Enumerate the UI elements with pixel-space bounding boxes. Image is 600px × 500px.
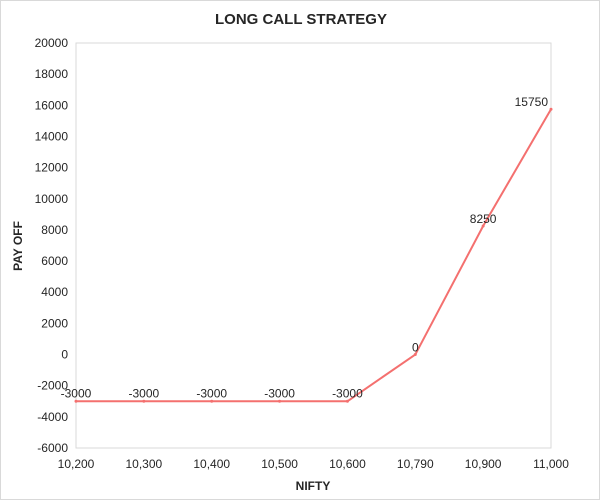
x-tick-label: 11,000	[533, 457, 569, 471]
data-point	[142, 399, 146, 403]
y-tick-label: 12000	[35, 161, 69, 175]
y-tick-label: -4000	[37, 410, 68, 424]
data-point	[481, 224, 485, 228]
data-label: -3000	[61, 386, 92, 400]
y-tick-label: -6000	[37, 441, 68, 455]
data-label: -3000	[129, 386, 160, 400]
data-point	[345, 399, 349, 403]
series-line	[76, 108, 552, 403]
y-tick-label: 2000	[41, 316, 68, 330]
y-axis: -6000 -4000 -2000 0 2000 4000 6000 8000 10000 120…	[35, 36, 69, 455]
x-axis: 10,200 10,300 10,400 10,500 10,600 10,790 10,9…	[58, 457, 570, 471]
y-tick-label: 10000	[35, 192, 69, 206]
x-axis-title: NIFTY	[296, 479, 331, 493]
data-label: 8250	[470, 212, 497, 226]
y-axis-title: PAY OFF	[11, 221, 25, 271]
data-point	[210, 399, 214, 403]
y-tick-label: 6000	[41, 254, 68, 268]
data-point	[413, 353, 417, 357]
data-point	[74, 399, 78, 403]
data-label: 0	[412, 341, 419, 355]
data-point	[278, 399, 282, 403]
data-label: -3000	[332, 386, 363, 400]
y-tick-label: 18000	[35, 67, 69, 81]
data-label: -3000	[264, 386, 295, 400]
x-tick-label: 10,900	[465, 457, 502, 471]
y-tick-label: 14000	[35, 129, 69, 143]
x-tick-label: 10,600	[329, 457, 366, 471]
data-label: -3000	[196, 386, 227, 400]
y-tick-label: 0	[61, 348, 68, 362]
x-tick-label: 10,400	[193, 457, 230, 471]
x-tick-label: 10,300	[126, 457, 163, 471]
y-tick-label: 16000	[35, 98, 69, 112]
data-point	[549, 107, 553, 111]
chart-title: LONG CALL STRATEGY	[215, 11, 387, 28]
x-tick-label: 10,200	[58, 457, 95, 471]
y-tick-label: 20000	[35, 36, 69, 50]
data-labels: -3000 -3000 -3000 -3000 -3000 0 8250 15750	[61, 95, 549, 400]
y-tick-label: 4000	[41, 285, 68, 299]
y-tick-label: 8000	[41, 223, 68, 237]
x-tick-label: 10,500	[261, 457, 298, 471]
y-tick-label: -2000	[37, 379, 68, 393]
series-payoff	[74, 107, 553, 403]
plot-area	[75, 42, 552, 449]
x-tick-label: 10,790	[397, 457, 434, 471]
data-label: 15750	[515, 95, 549, 109]
